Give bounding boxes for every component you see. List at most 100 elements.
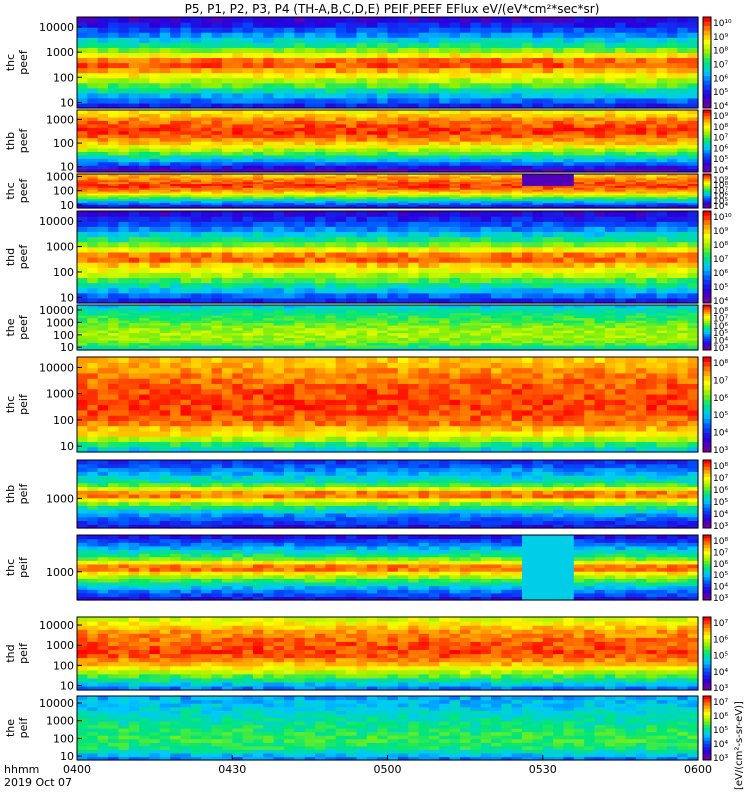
heatmap-cell bbox=[646, 165, 658, 170]
heatmap-cell bbox=[284, 32, 295, 38]
heatmap-cell bbox=[449, 67, 461, 74]
y-axis-label: peef bbox=[17, 244, 30, 270]
heatmap-cell bbox=[294, 332, 306, 336]
heatmap-cell bbox=[501, 144, 513, 149]
heatmap-cell bbox=[459, 340, 471, 344]
heatmap-cell bbox=[387, 198, 399, 202]
heatmap-cell bbox=[418, 221, 430, 227]
heatmap-cell bbox=[190, 62, 202, 69]
heatmap-cell bbox=[563, 97, 575, 104]
heatmap-cell bbox=[553, 342, 565, 346]
heatmap-cell bbox=[201, 191, 213, 194]
heatmap-cell bbox=[294, 262, 306, 268]
heatmap-cell bbox=[304, 17, 316, 23]
heatmap-cell bbox=[418, 192, 430, 196]
heatmap-cell bbox=[604, 72, 616, 79]
heatmap-cell bbox=[294, 32, 306, 38]
heatmap-cell bbox=[677, 52, 689, 59]
heatmap-cell bbox=[625, 183, 637, 186]
heatmap-cell bbox=[118, 337, 130, 341]
heatmap-cell bbox=[273, 191, 285, 194]
heatmap-cell bbox=[615, 267, 627, 273]
heatmap-cell bbox=[491, 277, 502, 284]
heatmap-cell bbox=[87, 192, 99, 196]
heatmap-cell bbox=[356, 47, 368, 53]
heatmap-cell bbox=[501, 181, 513, 185]
heatmap-cell bbox=[511, 144, 523, 149]
heatmap-cell bbox=[418, 37, 430, 43]
heatmap-cell bbox=[118, 52, 130, 59]
heatmap-cell bbox=[97, 183, 109, 186]
heatmap-cell bbox=[159, 189, 171, 192]
heatmap-cell bbox=[180, 113, 192, 118]
heatmap-cell bbox=[594, 127, 606, 132]
colorbar-swatch bbox=[703, 202, 711, 206]
heatmap-cell bbox=[594, 62, 606, 69]
heatmap-cell bbox=[211, 179, 223, 183]
heatmap-cell bbox=[377, 337, 389, 341]
colorbar-swatch bbox=[703, 144, 711, 148]
heatmap-cell bbox=[190, 22, 202, 28]
heatmap-cell bbox=[149, 102, 161, 109]
heatmap-cell bbox=[284, 342, 295, 346]
heatmap-cell bbox=[294, 130, 306, 135]
heatmap-cell bbox=[108, 57, 119, 64]
heatmap-cell bbox=[315, 337, 326, 341]
heatmap-cell bbox=[252, 206, 264, 209]
heatmap-cell bbox=[139, 292, 151, 299]
heatmap-cell bbox=[77, 257, 88, 263]
heatmap-cell bbox=[346, 277, 358, 284]
heatmap-cell bbox=[139, 191, 151, 194]
heatmap-cell bbox=[511, 206, 523, 209]
heatmap-cell bbox=[439, 337, 451, 341]
heatmap-cell bbox=[604, 67, 616, 74]
heatmap-cell bbox=[449, 267, 461, 273]
heatmap-cell bbox=[366, 92, 378, 99]
heatmap-cell bbox=[159, 267, 171, 273]
heatmap-cell bbox=[242, 282, 254, 289]
heatmap-cell bbox=[201, 52, 213, 59]
heatmap-cell bbox=[128, 158, 140, 163]
heatmap-cell bbox=[480, 216, 492, 222]
heatmap-cell bbox=[252, 137, 264, 142]
heatmap-cell bbox=[480, 277, 492, 284]
heatmap-cell bbox=[625, 130, 637, 135]
heatmap-cell bbox=[273, 185, 285, 188]
heatmap-cell bbox=[118, 102, 130, 109]
heatmap-cell bbox=[221, 262, 233, 268]
y-axis-label: peef bbox=[17, 128, 30, 154]
heatmap-cell bbox=[408, 165, 420, 170]
heatmap-cell bbox=[491, 181, 502, 185]
colorbar-swatch bbox=[703, 275, 711, 281]
heatmap-cell bbox=[304, 120, 316, 125]
heatmap-cell bbox=[87, 144, 99, 149]
heatmap-cell bbox=[418, 62, 430, 69]
heatmap-cell bbox=[377, 137, 389, 142]
heatmap-cell bbox=[635, 57, 647, 64]
heatmap-cell bbox=[532, 292, 544, 299]
heatmap-cell bbox=[418, 92, 430, 99]
heatmap-cell bbox=[128, 102, 140, 109]
heatmap-cell bbox=[439, 241, 451, 248]
heatmap-cell bbox=[677, 226, 689, 233]
heatmap-cell bbox=[387, 154, 399, 159]
heatmap-cell bbox=[449, 154, 461, 159]
heatmap-cell bbox=[459, 187, 471, 190]
heatmap-cell bbox=[304, 87, 316, 94]
heatmap-cell bbox=[480, 251, 492, 258]
heatmap-cell bbox=[666, 183, 678, 186]
heatmap-cell bbox=[294, 189, 306, 192]
heatmap-cell bbox=[149, 32, 161, 38]
heatmap-cell bbox=[687, 262, 699, 268]
heatmap-cell bbox=[221, 102, 233, 109]
heatmap-cell bbox=[304, 42, 316, 48]
heatmap-cell bbox=[666, 202, 678, 205]
heatmap-cell bbox=[377, 47, 389, 53]
heatmap-cell bbox=[273, 22, 285, 28]
heatmap-cell bbox=[252, 262, 264, 268]
heatmap-cell bbox=[439, 211, 451, 217]
heatmap-cell bbox=[532, 110, 544, 115]
heatmap-cell bbox=[553, 183, 565, 186]
heatmap-cell bbox=[594, 174, 606, 177]
heatmap-cell bbox=[459, 216, 471, 222]
